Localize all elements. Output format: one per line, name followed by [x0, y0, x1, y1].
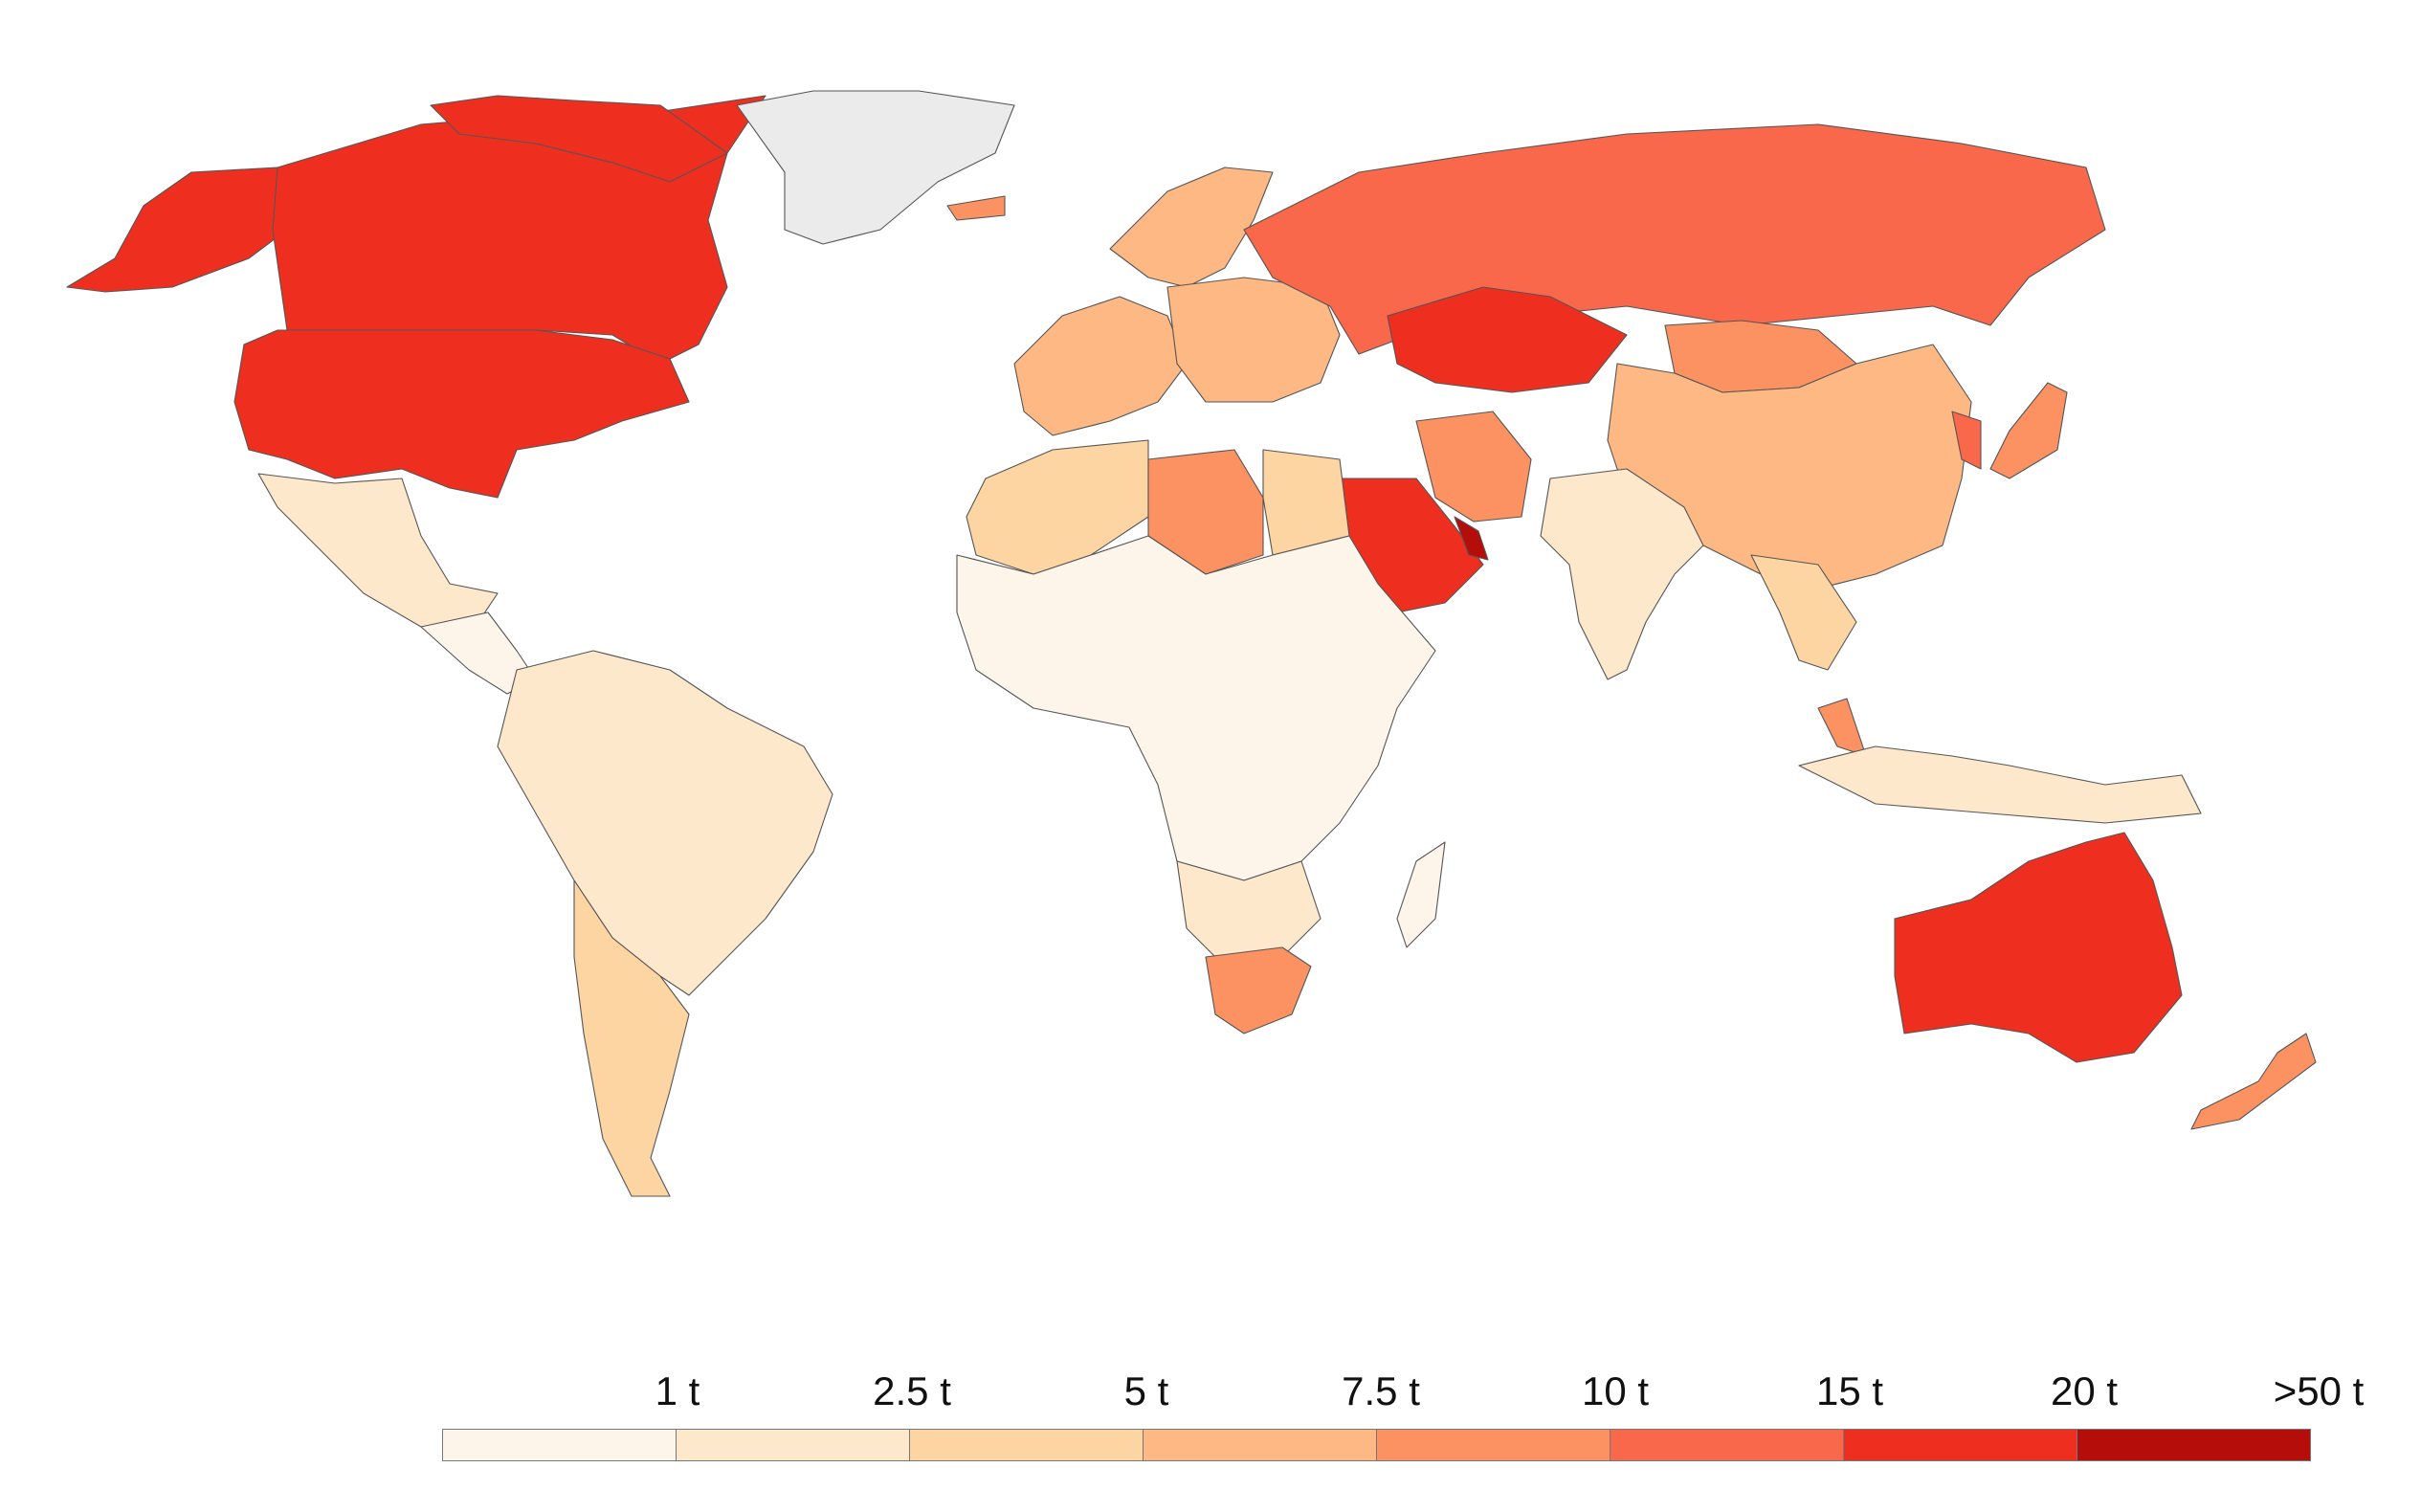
legend-label-6: 15 t	[1815, 1368, 1884, 1413]
legend-label-4: 7.5 t	[1342, 1368, 1420, 1413]
legend-swatch	[909, 1429, 1144, 1461]
country-gulf-states	[1454, 516, 1489, 561]
legend-label-2: 2.5 t	[873, 1368, 951, 1413]
country-canada-islands	[430, 95, 728, 183]
legend-swatch	[1843, 1429, 2077, 1461]
country-southeast-asia	[1750, 554, 1857, 671]
country-australia	[1894, 832, 2183, 1063]
country-usa	[233, 329, 690, 499]
legend-swatch	[1610, 1429, 1844, 1461]
country-new-zealand	[2190, 1033, 2317, 1130]
country-madagascar	[1396, 841, 1446, 948]
country-scandinavia	[1109, 167, 1274, 288]
country-korea	[1951, 411, 1982, 470]
legend-label-7: 20 t	[2050, 1368, 2119, 1413]
legend-swatch	[2077, 1429, 2311, 1461]
country-argentina-chile	[573, 879, 690, 1197]
country-india	[1540, 468, 1704, 680]
country-southern-africa	[1176, 860, 1322, 967]
legend-label-5: 10 t	[1581, 1368, 1650, 1413]
country-greenland	[736, 90, 1015, 245]
country-iceland	[946, 195, 1006, 221]
country-mexico	[257, 473, 499, 628]
legend-swatch	[1143, 1429, 1377, 1461]
country-western-europe	[1013, 296, 1188, 436]
country-malaysia	[1817, 698, 1867, 757]
country-iran	[1415, 411, 1532, 523]
country-kazakhstan	[1387, 286, 1628, 393]
legend-label-3: 5 t	[1123, 1368, 1169, 1413]
legend-swatch	[442, 1429, 677, 1461]
country-eastern-europe	[1166, 277, 1341, 403]
country-alaska	[66, 167, 288, 293]
country-russia	[1243, 123, 2106, 355]
country-south-america	[497, 650, 833, 996]
country-south-africa	[1205, 946, 1312, 1034]
country-sub-saharan-africa	[956, 535, 1436, 881]
country-japan	[1989, 382, 2068, 479]
legend-swatch	[1376, 1429, 1610, 1461]
legend-label-1: 1 t	[655, 1368, 700, 1413]
legend-color-bar	[442, 1429, 2311, 1461]
legend-label-8: >50 t	[2273, 1368, 2365, 1413]
country-indonesia	[1798, 745, 2202, 824]
legend-swatch	[676, 1429, 910, 1461]
